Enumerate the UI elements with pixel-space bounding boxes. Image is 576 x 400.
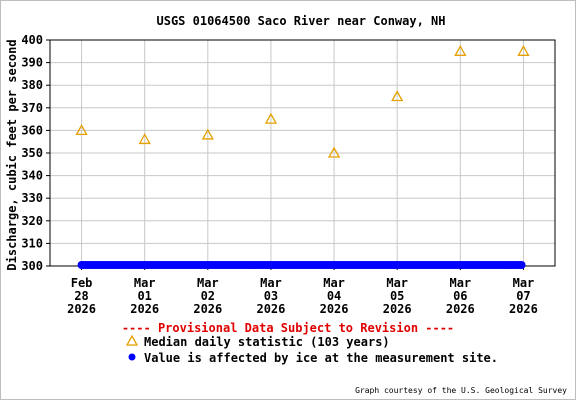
x-tick-label: Mar <box>260 276 282 290</box>
median-point <box>138 133 151 145</box>
x-tick-label: 06 <box>453 289 467 303</box>
legend-entry-ice: Value is affected by ice at the measurem… <box>126 350 498 366</box>
legend: Median daily statistic (103 years) Value… <box>125 334 498 366</box>
x-tick-label: Mar <box>386 276 408 290</box>
y-tick-label: 330 <box>21 191 43 205</box>
x-tick-label: 03 <box>264 289 278 303</box>
y-tick-label: 400 <box>21 33 43 47</box>
x-tick-label: Mar <box>197 276 219 290</box>
median-point <box>201 128 214 140</box>
y-tick-label: 340 <box>21 169 43 183</box>
median-series <box>75 44 530 158</box>
ice-affected-series <box>77 261 526 269</box>
x-tick-label: 28 <box>74 289 88 303</box>
x-tick-label: Feb <box>71 276 93 290</box>
legend-label-median: Median daily statistic (103 years) <box>144 335 390 349</box>
median-point <box>454 44 467 56</box>
median-point <box>264 112 278 124</box>
x-tick-label: 04 <box>327 289 341 303</box>
x-tick-label: 01 <box>137 289 151 303</box>
y-tick-label: 380 <box>21 78 43 92</box>
x-tick-label: 05 <box>390 289 404 303</box>
y-axis-label: Discharge, cubic feet per second <box>5 39 19 270</box>
median-point <box>327 146 341 158</box>
legend-dot-marker <box>126 351 144 367</box>
x-tick-label: 2026 <box>67 302 96 316</box>
median-point <box>391 90 404 102</box>
x-tick-label: 2026 <box>383 302 412 316</box>
median-point <box>75 124 88 136</box>
y-tick-label: 350 <box>21 146 43 160</box>
y-tick-label: 360 <box>21 123 43 137</box>
y-tick-label: 300 <box>21 259 43 273</box>
legend-label-ice: Value is affected by ice at the measurem… <box>144 351 499 365</box>
credit-text: Graph courtesy of the U.S. Geological Su… <box>355 386 567 395</box>
legend-entry-median: Median daily statistic (103 years) <box>125 334 498 351</box>
x-tick-label: Mar <box>513 276 535 290</box>
y-axis-ticks: 300 310 320 330 340 350 360 370 380 390 400 <box>21 33 50 273</box>
legend-triangle-marker <box>125 334 144 351</box>
ice-point <box>517 261 526 269</box>
x-tick-label: 2026 <box>256 302 285 316</box>
x-tick-label: 2026 <box>193 302 222 316</box>
provisional-notice: ---- Provisional Data Subject to Revisio… <box>121 321 455 335</box>
x-tick-label: 2026 <box>320 302 349 316</box>
x-tick-label: 07 <box>516 289 530 303</box>
x-tick-label: 2026 <box>130 302 159 316</box>
x-axis-ticks: Feb282026Mar012026Mar022026Mar032026Mar0… <box>67 266 538 316</box>
y-tick-label: 370 <box>21 101 43 115</box>
y-tick-label: 310 <box>21 236 43 250</box>
chart-title: USGS 01064500 Saco River near Conway, NH <box>157 14 446 28</box>
grid-lines <box>50 40 555 266</box>
y-tick-label: 320 <box>21 214 43 228</box>
median-point <box>517 44 530 56</box>
x-tick-label: Mar <box>134 276 156 290</box>
x-tick-label: 2026 <box>446 302 475 316</box>
x-tick-label: Mar <box>449 276 471 290</box>
x-tick-label: 02 <box>201 289 215 303</box>
x-tick-label: 2026 <box>509 302 538 316</box>
x-tick-label: Mar <box>323 276 345 290</box>
y-tick-label: 390 <box>21 56 43 70</box>
